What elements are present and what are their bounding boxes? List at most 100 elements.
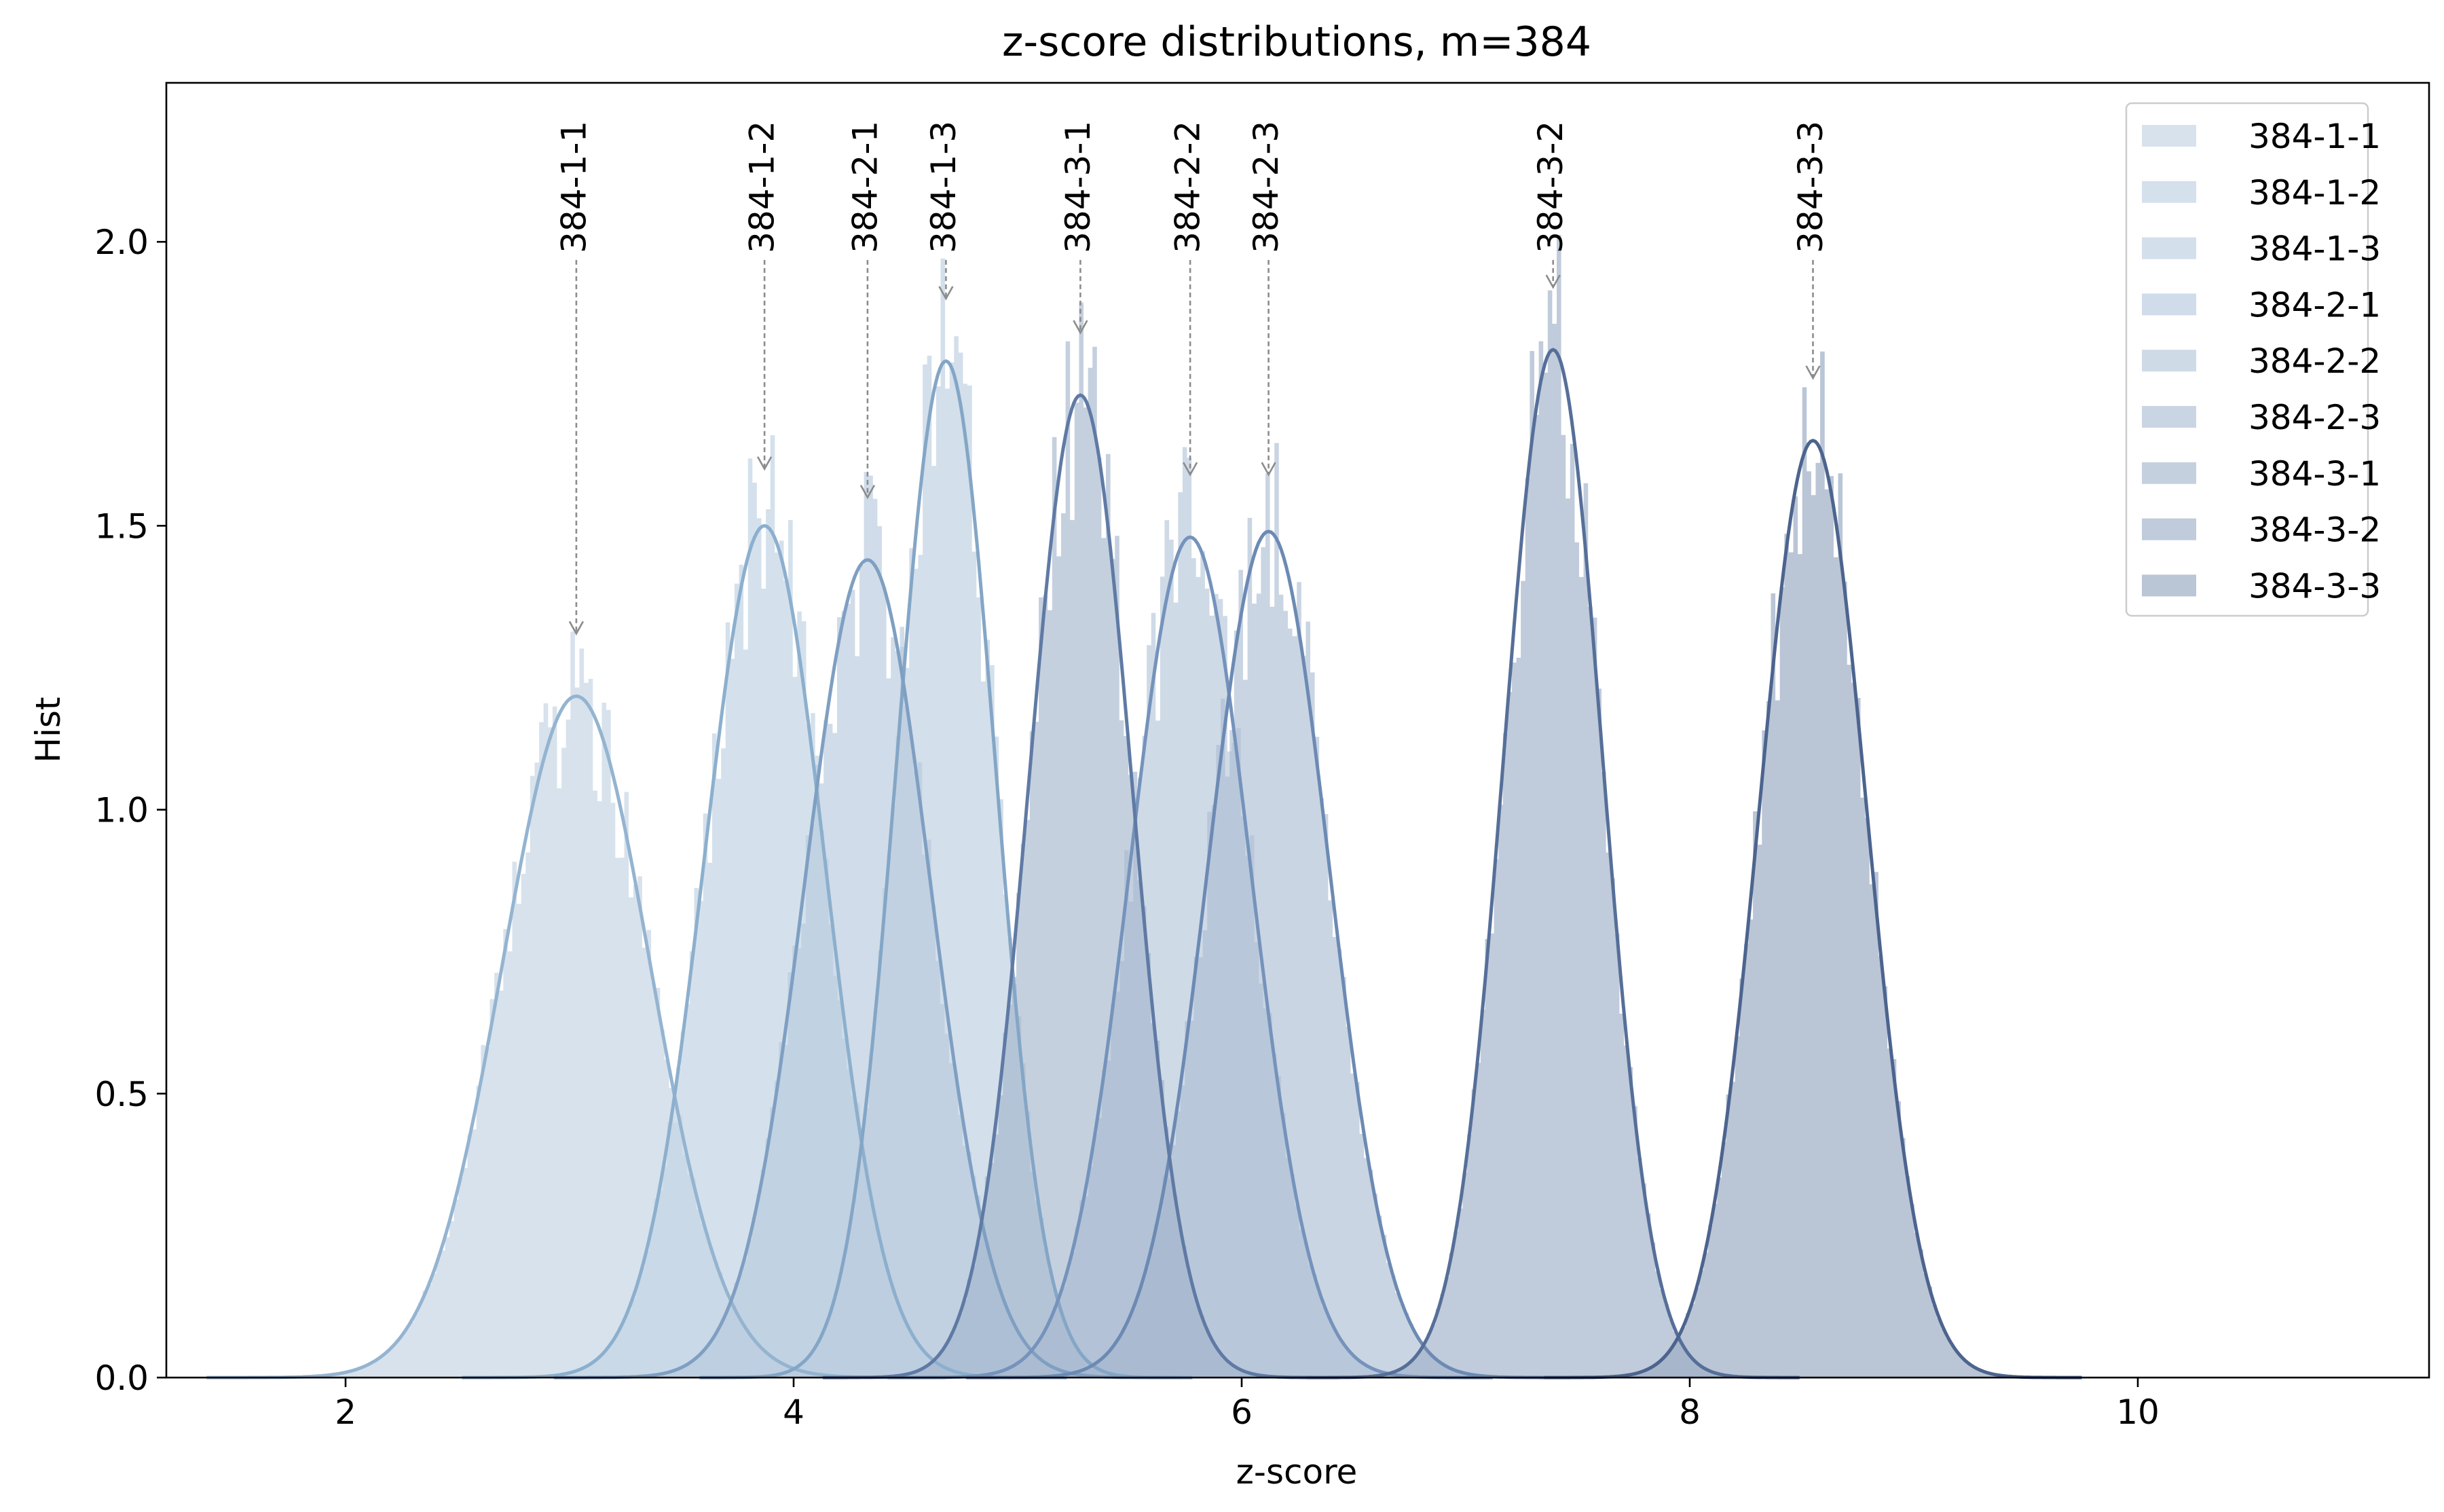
histogram-384-1-2 (510, 435, 1022, 1378)
histogram-384-2-2 (936, 447, 1447, 1378)
kde-curve-384-3-2 (1306, 348, 1800, 1380)
histogram-384-2-1 (604, 472, 1133, 1378)
histogram-384-3-1 (864, 302, 1299, 1378)
annotation-label-384-1-1: 384-1-1 (554, 121, 593, 253)
legend-swatch (2142, 125, 2196, 147)
legend-swatch (2142, 574, 2196, 597)
histogram-bars-384-3-1 (864, 302, 1299, 1378)
legend-item-384-3-3: 384-3-3 (2142, 566, 2381, 606)
annotation-384-2-2: 384-2-2 (1168, 121, 1208, 477)
legend-label: 384-2-1 (2248, 285, 2381, 325)
annotation-arrowhead-384-1-1 (568, 621, 585, 635)
annotation-384-2-1: 384-2-1 (845, 121, 885, 500)
legend-item-384-3-2: 384-3-2 (2142, 511, 2381, 550)
y-tick-label: 0.0 (94, 1359, 149, 1398)
histogram-bars-384-3-3 (1587, 351, 2040, 1378)
annotation-label-384-1-3: 384-1-3 (924, 121, 963, 253)
annotation-label-384-2-3: 384-2-3 (1246, 121, 1286, 253)
annotation-arrowhead-384-1-3 (938, 286, 954, 301)
histogram-bars-384-2-2 (936, 447, 1447, 1378)
legend-item-384-1-1: 384-1-1 (2142, 117, 2381, 156)
x-tick-label: 8 (1679, 1393, 1701, 1432)
kde-curve-384-1-1 (206, 694, 946, 1380)
legend-label: 384-2-3 (2248, 398, 2381, 437)
annotation-arrowhead-384-1-2 (756, 456, 773, 471)
histogram-384-1-1 (265, 631, 889, 1378)
plot-area (206, 235, 2082, 1380)
annotation-384-1-2: 384-1-2 (743, 121, 782, 471)
annotation-384-3-3: 384-3-3 (1791, 121, 1830, 380)
annotation-384-3-2: 384-3-2 (1531, 121, 1570, 289)
annotation-label-384-1-2: 384-1-2 (743, 121, 782, 253)
legend-swatch (2142, 293, 2196, 316)
histogram-384-3-3 (1587, 351, 2040, 1378)
kde-curve-384-3-3 (1544, 439, 2082, 1380)
histogram-bars-384-2-3 (1014, 443, 1525, 1378)
legend-swatch (2142, 237, 2196, 259)
legend-swatch (2142, 181, 2196, 203)
legend: 384-1-1 384-1-2 384-1-3 384-2-1 384-2-2 384-2… (2125, 102, 2381, 617)
histogram-384-3-2 (1346, 235, 1763, 1378)
annotation-label-384-3-1: 384-3-1 (1058, 121, 1098, 253)
annotation-arrowhead-384-2-2 (1182, 462, 1198, 477)
annotation-arrowhead-384-3-3 (1805, 365, 1821, 380)
x-axis-label: z-score (1236, 1452, 1358, 1492)
legend-label: 384-3-1 (2248, 454, 2381, 494)
y-tick-label: 1.5 (94, 506, 149, 546)
kde-curve-384-2-1 (553, 558, 1181, 1380)
axes: 2 4 6 8 10 0.0 0.5 1.0 1.5 2.0 (94, 223, 2159, 1432)
histogram-bars-384-2-1 (604, 472, 1133, 1378)
histogram-bars-384-1-1 (265, 631, 889, 1378)
chart-title: z-score distributions, m=384 (1002, 18, 1591, 66)
legend-swatch (2142, 406, 2196, 428)
kde-curve-384-1-3 (699, 359, 1193, 1380)
annotation-arrowhead-384-3-1 (1073, 320, 1088, 335)
histogram-bars-384-1-3 (739, 258, 1156, 1378)
histogram-bars-384-3-2 (1346, 235, 1763, 1378)
annotation-label-384-2-2: 384-2-2 (1168, 121, 1208, 253)
plot-frame (165, 81, 2430, 1379)
legend-item-384-2-3: 384-2-3 (2142, 398, 2381, 437)
peak-annotations: 384-1-1 384-1-2 384-1-3 384-2-1 384-2-2 384-2… (554, 121, 1830, 635)
legend-frame (2125, 102, 2369, 617)
legend-swatch (2142, 350, 2196, 372)
kde-curve-384-2-3 (966, 530, 1572, 1380)
annotation-384-3-1: 384-3-1 (1058, 121, 1098, 335)
x-tick-label: 6 (1231, 1393, 1253, 1432)
legend-swatch (2142, 518, 2196, 540)
legend-label: 384-1-1 (2248, 117, 2381, 156)
annotation-384-2-3: 384-2-3 (1246, 121, 1286, 477)
annotation-label-384-2-1: 384-2-1 (845, 121, 885, 253)
annotation-384-1-1: 384-1-1 (554, 121, 593, 635)
y-tick-label: 2.0 (94, 223, 149, 262)
legend-item-384-3-1: 384-3-1 (2142, 454, 2381, 494)
y-axis-label: Hist (29, 697, 68, 762)
histogram-bars-384-1-2 (510, 435, 1022, 1378)
annotation-label-384-3-2: 384-3-2 (1531, 121, 1570, 253)
x-tick-label: 10 (2116, 1393, 2160, 1432)
legend-label: 384-2-2 (2248, 342, 2381, 381)
legend-item-384-1-3: 384-1-3 (2142, 229, 2381, 269)
annotation-arrowhead-384-3-2 (1545, 274, 1561, 289)
legend-label: 384-3-2 (2248, 511, 2381, 550)
legend-label: 384-1-3 (2248, 229, 2381, 269)
legend-item-384-2-2: 384-2-2 (2142, 342, 2381, 381)
y-tick-label: 0.5 (94, 1075, 149, 1114)
annotation-384-1-3: 384-1-3 (924, 121, 963, 301)
x-tick-label: 2 (335, 1393, 356, 1432)
y-tick-label: 1.0 (94, 791, 149, 830)
legend-swatch (2142, 462, 2196, 484)
histogram-384-1-3 (739, 258, 1156, 1378)
histogram-384-2-3 (1014, 443, 1525, 1378)
legend-item-384-1-2: 384-1-2 (2142, 173, 2381, 213)
kde-curve-384-3-1 (822, 393, 1338, 1380)
legend-item-384-2-1: 384-2-1 (2142, 285, 2381, 325)
annotation-label-384-3-3: 384-3-3 (1791, 121, 1830, 253)
x-tick-label: 4 (783, 1393, 804, 1432)
legend-label: 384-1-2 (2248, 173, 2381, 213)
kde-curve-384-1-2 (462, 523, 1067, 1380)
legend-label: 384-3-3 (2248, 566, 2381, 606)
annotation-arrowhead-384-2-3 (1261, 462, 1276, 477)
annotation-arrowhead-384-2-1 (859, 484, 876, 500)
